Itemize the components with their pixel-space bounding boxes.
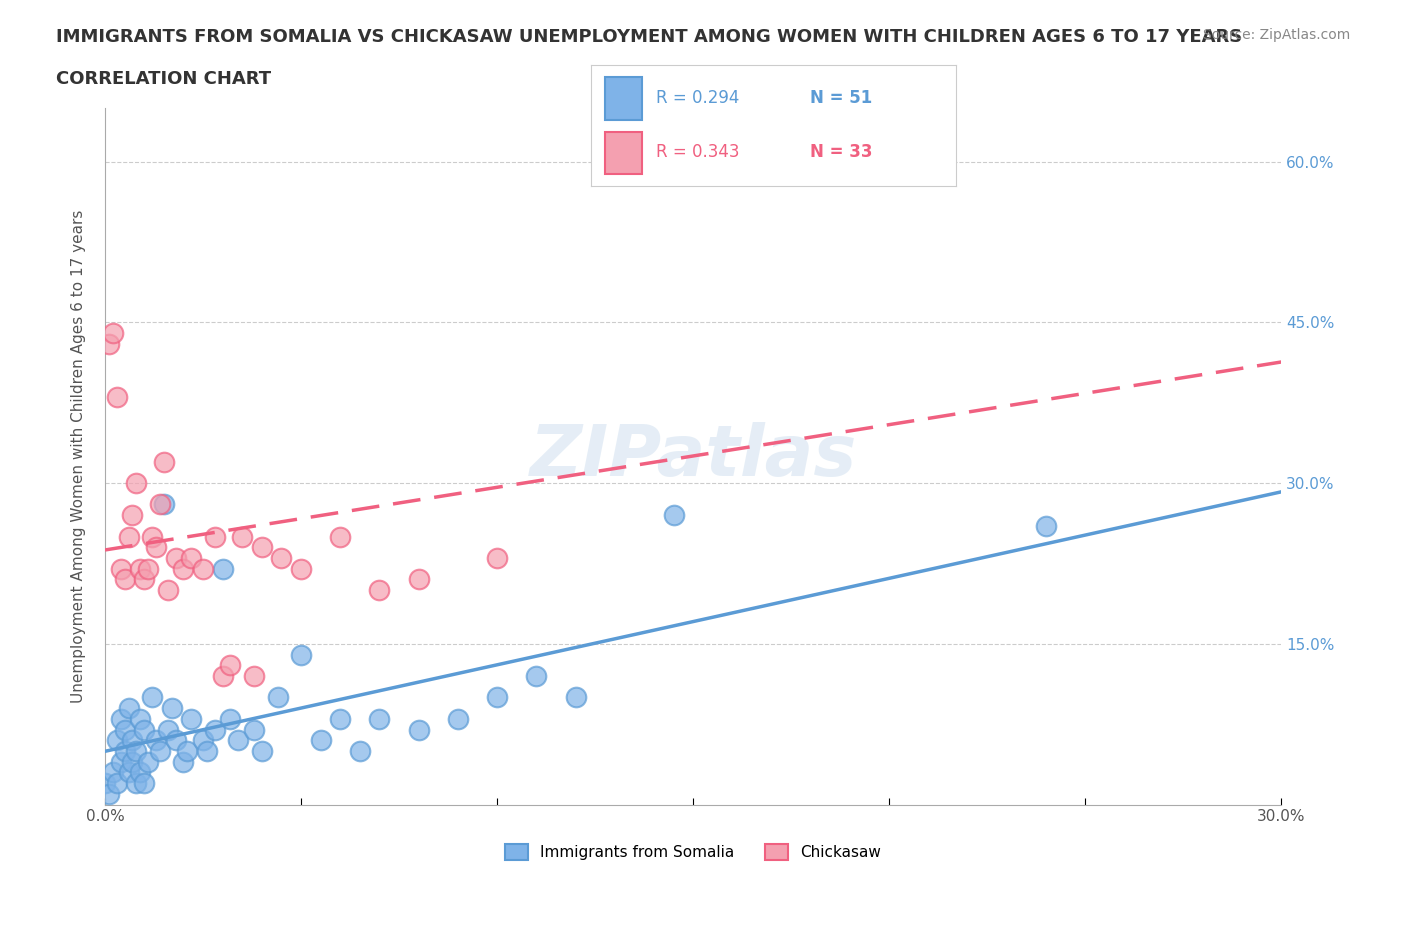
Point: [129, 562, 152, 577]
Point: [486, 690, 509, 705]
Point: [114, 722, 136, 737]
Point: [329, 529, 352, 544]
Bar: [605, 77, 641, 120]
Point: [141, 690, 163, 705]
Point: [191, 733, 214, 748]
Point: [136, 754, 159, 769]
Text: N = 51: N = 51: [810, 88, 872, 107]
Point: [153, 497, 176, 512]
Point: [149, 497, 172, 512]
Point: [153, 454, 176, 469]
Point: [117, 529, 139, 544]
Point: [408, 722, 430, 737]
Point: [172, 754, 194, 769]
Point: [219, 658, 242, 672]
Point: [231, 529, 253, 544]
Legend: Immigrants from Somalia, Chickasaw: Immigrants from Somalia, Chickasaw: [499, 838, 887, 867]
Point: [114, 572, 136, 587]
Point: [329, 711, 352, 726]
Point: [121, 754, 143, 769]
Point: [195, 743, 218, 758]
Point: [129, 711, 152, 726]
Point: [349, 743, 371, 758]
Point: [266, 690, 288, 705]
Point: [101, 326, 124, 340]
Point: [524, 669, 547, 684]
Point: [243, 722, 266, 737]
Point: [149, 743, 172, 758]
Point: [141, 529, 163, 544]
Point: [368, 583, 391, 598]
Point: [145, 733, 167, 748]
Point: [176, 743, 198, 758]
Point: [662, 508, 685, 523]
Point: [129, 765, 152, 780]
Point: [134, 572, 156, 587]
Point: [250, 540, 273, 555]
Point: [134, 776, 156, 790]
Point: [211, 669, 233, 684]
Point: [447, 711, 470, 726]
Text: N = 33: N = 33: [810, 143, 872, 161]
Point: [204, 529, 226, 544]
Point: [211, 562, 233, 577]
Point: [125, 475, 148, 490]
Text: R = 0.294: R = 0.294: [657, 88, 740, 107]
Point: [156, 583, 179, 598]
Point: [145, 540, 167, 555]
Point: [290, 562, 312, 577]
Point: [180, 551, 202, 565]
Text: R = 0.343: R = 0.343: [657, 143, 740, 161]
Text: Source: ZipAtlas.com: Source: ZipAtlas.com: [1202, 28, 1350, 42]
Point: [114, 743, 136, 758]
Y-axis label: Unemployment Among Women with Children Ages 6 to 17 years: Unemployment Among Women with Children A…: [72, 209, 86, 703]
Point: [125, 743, 148, 758]
Point: [160, 700, 183, 715]
Bar: [605, 131, 641, 174]
Point: [309, 733, 332, 748]
Point: [243, 669, 266, 684]
Point: [105, 776, 128, 790]
Point: [134, 722, 156, 737]
Text: CORRELATION CHART: CORRELATION CHART: [56, 70, 271, 87]
Point: [191, 562, 214, 577]
Point: [250, 743, 273, 758]
Point: [117, 765, 139, 780]
Point: [172, 562, 194, 577]
Point: [105, 390, 128, 405]
Point: [408, 572, 430, 587]
Text: IMMIGRANTS FROM SOMALIA VS CHICKASAW UNEMPLOYMENT AMONG WOMEN WITH CHILDREN AGES: IMMIGRANTS FROM SOMALIA VS CHICKASAW UNE…: [56, 28, 1243, 46]
Point: [110, 711, 132, 726]
Point: [165, 551, 187, 565]
Point: [165, 733, 187, 748]
Point: [97, 787, 120, 802]
Point: [101, 765, 124, 780]
Point: [180, 711, 202, 726]
Point: [121, 508, 143, 523]
Point: [290, 647, 312, 662]
Point: [219, 711, 242, 726]
Point: [94, 776, 117, 790]
Point: [117, 700, 139, 715]
Point: [110, 562, 132, 577]
Point: [564, 690, 586, 705]
Point: [486, 551, 509, 565]
Point: [226, 733, 249, 748]
Point: [603, 143, 626, 158]
Point: [156, 722, 179, 737]
Point: [110, 754, 132, 769]
Point: [368, 711, 391, 726]
Point: [121, 733, 143, 748]
Point: [270, 551, 292, 565]
Point: [136, 562, 159, 577]
Point: [1035, 519, 1057, 534]
Point: [125, 776, 148, 790]
Point: [204, 722, 226, 737]
Point: [105, 733, 128, 748]
Point: [97, 337, 120, 352]
Text: ZIPatlas: ZIPatlas: [530, 422, 856, 491]
